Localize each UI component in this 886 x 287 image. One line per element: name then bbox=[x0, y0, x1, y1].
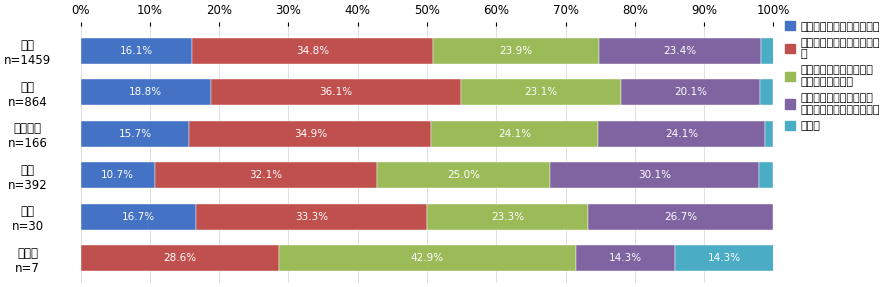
Text: 36.1%: 36.1% bbox=[319, 87, 353, 97]
Bar bbox=[427, 204, 588, 230]
Bar bbox=[81, 204, 197, 230]
Text: 24.1%: 24.1% bbox=[665, 129, 698, 139]
Bar bbox=[550, 162, 758, 188]
Bar bbox=[765, 121, 773, 147]
Bar bbox=[588, 204, 773, 230]
Text: 28.6%: 28.6% bbox=[163, 253, 196, 263]
Bar bbox=[377, 162, 550, 188]
Bar bbox=[461, 79, 621, 105]
Text: 16.1%: 16.1% bbox=[120, 46, 153, 56]
Text: 23.9%: 23.9% bbox=[500, 46, 532, 56]
Text: 25.0%: 25.0% bbox=[447, 170, 480, 180]
Bar bbox=[81, 38, 192, 64]
Text: 24.1%: 24.1% bbox=[498, 129, 531, 139]
Bar bbox=[81, 121, 190, 147]
Bar bbox=[675, 245, 774, 271]
Bar bbox=[81, 162, 155, 188]
Bar bbox=[760, 79, 773, 105]
Text: 14.3%: 14.3% bbox=[708, 253, 741, 263]
Text: 30.1%: 30.1% bbox=[638, 170, 671, 180]
Text: 26.7%: 26.7% bbox=[664, 212, 697, 222]
Text: 14.3%: 14.3% bbox=[609, 253, 642, 263]
Bar bbox=[621, 79, 760, 105]
Text: 34.8%: 34.8% bbox=[296, 46, 330, 56]
Bar bbox=[598, 121, 765, 147]
Bar bbox=[211, 79, 461, 105]
Text: 20.1%: 20.1% bbox=[674, 87, 707, 97]
Bar bbox=[81, 79, 211, 105]
Bar bbox=[192, 38, 433, 64]
Bar bbox=[190, 121, 431, 147]
Bar bbox=[758, 162, 773, 188]
Text: 16.7%: 16.7% bbox=[122, 212, 155, 222]
Text: 33.3%: 33.3% bbox=[295, 212, 328, 222]
Bar bbox=[431, 121, 598, 147]
Bar bbox=[279, 245, 576, 271]
Text: 42.9%: 42.9% bbox=[411, 253, 444, 263]
Text: 34.9%: 34.9% bbox=[293, 129, 327, 139]
Bar bbox=[155, 162, 377, 188]
Text: 23.3%: 23.3% bbox=[491, 212, 525, 222]
Text: 23.1%: 23.1% bbox=[525, 87, 557, 97]
Bar bbox=[599, 38, 761, 64]
Bar bbox=[197, 204, 427, 230]
Bar bbox=[761, 38, 774, 64]
Bar bbox=[433, 38, 599, 64]
Text: 15.7%: 15.7% bbox=[119, 129, 152, 139]
Text: 18.8%: 18.8% bbox=[129, 87, 162, 97]
Text: 32.1%: 32.1% bbox=[249, 170, 283, 180]
Bar bbox=[81, 245, 279, 271]
Text: 10.7%: 10.7% bbox=[101, 170, 134, 180]
Legend: 期限の制約がないと感じる, 柔軟な使い方が可能と感じ
る, 研究の評価の頻度や負担
が少ないと感じる, 中長期にわたり安定的な
資金供給が予見できること, その: 期限の制約がないと感じる, 柔軟な使い方が可能と感じ る, 研究の評価の頻度や負… bbox=[782, 19, 882, 133]
Bar bbox=[576, 245, 675, 271]
Text: 23.4%: 23.4% bbox=[664, 46, 696, 56]
